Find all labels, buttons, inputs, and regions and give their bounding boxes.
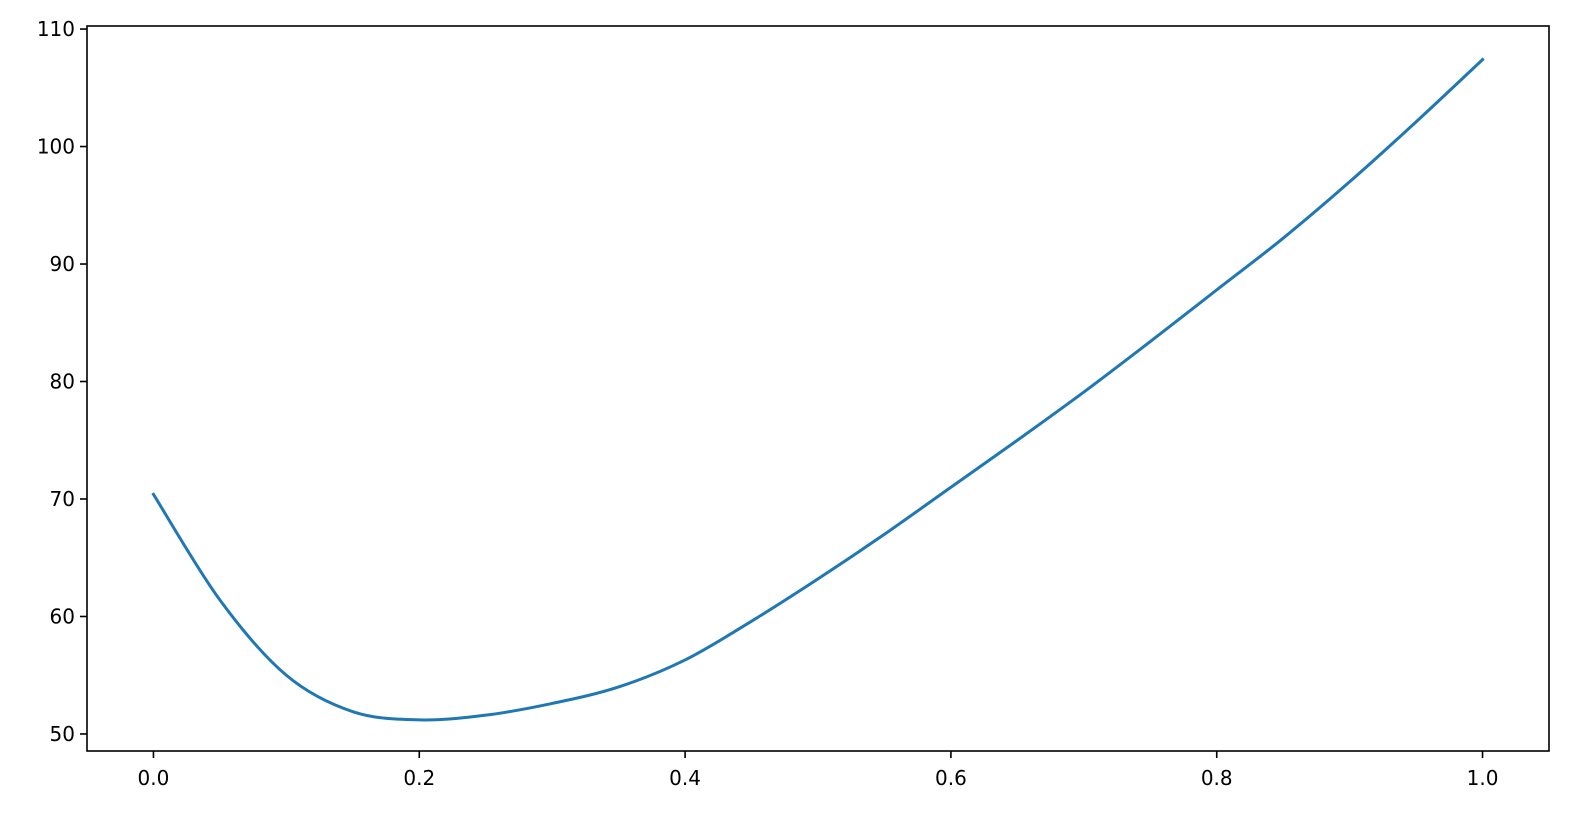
y-axis: 50 60 70 80 90 100 110 bbox=[37, 17, 87, 746]
y-tick-label: 80 bbox=[50, 370, 75, 394]
y-tick-label: 110 bbox=[37, 17, 75, 41]
x-axis: 0.0 0.2 0.4 0.6 0.8 1.0 bbox=[138, 751, 1499, 790]
data-line bbox=[151, 57, 1485, 722]
plot-background bbox=[87, 26, 1549, 751]
y-tick-label: 50 bbox=[50, 722, 75, 746]
y-tick-label: 100 bbox=[37, 135, 75, 159]
x-tick-label: 0.2 bbox=[403, 766, 435, 790]
plot-frame bbox=[86, 25, 1550, 752]
x-tick-label: 0.0 bbox=[138, 766, 170, 790]
y-tick-label: 60 bbox=[50, 604, 75, 628]
x-tick-label: 0.6 bbox=[935, 766, 967, 790]
y-tick-label: 70 bbox=[50, 487, 75, 511]
x-tick-label: 0.4 bbox=[669, 766, 701, 790]
x-tick-label: 1.0 bbox=[1467, 766, 1499, 790]
x-tick-label: 0.8 bbox=[1201, 766, 1233, 790]
y-tick-label: 90 bbox=[50, 252, 75, 276]
